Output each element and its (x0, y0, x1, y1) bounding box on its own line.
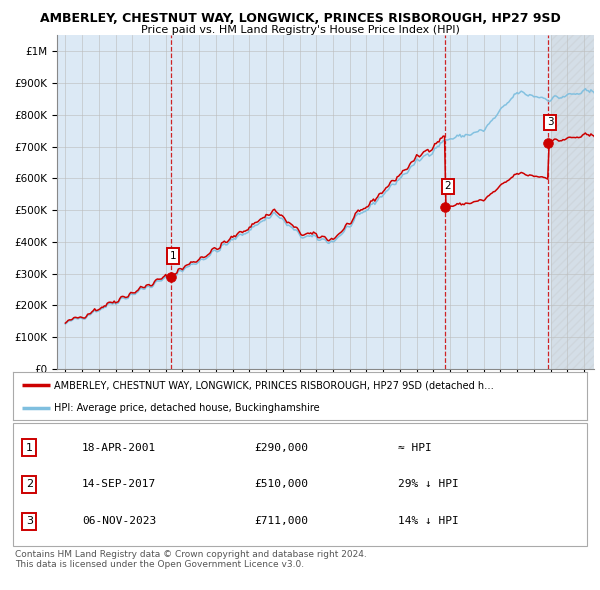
Text: £510,000: £510,000 (254, 480, 308, 489)
Text: Price paid vs. HM Land Registry's House Price Index (HPI): Price paid vs. HM Land Registry's House … (140, 25, 460, 35)
Text: 3: 3 (26, 516, 33, 526)
Text: 3: 3 (547, 117, 554, 127)
Bar (551, 35, 594, 369)
Text: 1: 1 (170, 251, 176, 261)
Text: 06-NOV-2023: 06-NOV-2023 (82, 516, 156, 526)
Text: AMBERLEY, CHESTNUT WAY, LONGWICK, PRINCES RISBOROUGH, HP27 9SD: AMBERLEY, CHESTNUT WAY, LONGWICK, PRINCE… (40, 12, 560, 25)
Text: 2: 2 (445, 181, 451, 191)
Text: Contains HM Land Registry data © Crown copyright and database right 2024.
This d: Contains HM Land Registry data © Crown c… (15, 550, 367, 569)
Text: £711,000: £711,000 (254, 516, 308, 526)
Text: 1: 1 (26, 442, 33, 453)
Text: 14-SEP-2017: 14-SEP-2017 (82, 480, 156, 489)
Text: 14% ↓ HPI: 14% ↓ HPI (398, 516, 458, 526)
Text: 18-APR-2001: 18-APR-2001 (82, 442, 156, 453)
Text: £290,000: £290,000 (254, 442, 308, 453)
Text: ≈ HPI: ≈ HPI (398, 442, 431, 453)
Text: AMBERLEY, CHESTNUT WAY, LONGWICK, PRINCES RISBOROUGH, HP27 9SD (detached h…: AMBERLEY, CHESTNUT WAY, LONGWICK, PRINCE… (55, 380, 494, 390)
Text: 2: 2 (26, 480, 33, 489)
Text: HPI: Average price, detached house, Buckinghamshire: HPI: Average price, detached house, Buck… (55, 403, 320, 413)
Text: 29% ↓ HPI: 29% ↓ HPI (398, 480, 458, 489)
